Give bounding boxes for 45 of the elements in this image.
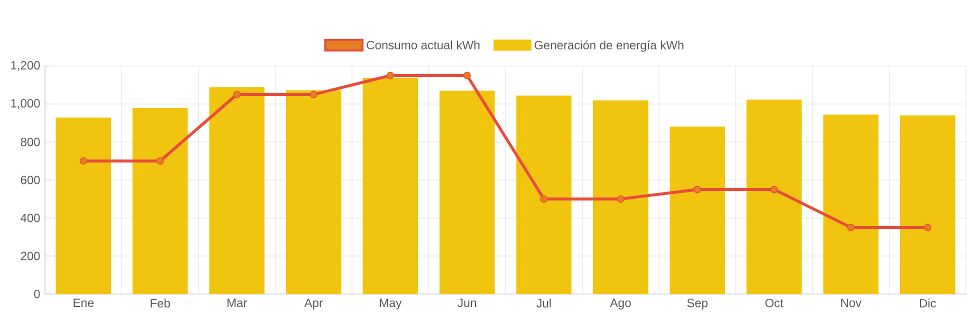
legend-label: Generación de energía kWh bbox=[534, 40, 684, 52]
y-tick-label: 800 bbox=[20, 138, 40, 146]
x-tick-label: Jun bbox=[458, 298, 476, 308]
x-tick-label: Feb bbox=[150, 298, 170, 308]
bar bbox=[670, 126, 726, 294]
bar bbox=[440, 90, 495, 294]
bar bbox=[593, 100, 648, 294]
bar bbox=[362, 78, 418, 294]
y-tick-label: 0 bbox=[34, 290, 40, 298]
x-tick-label: Ene bbox=[74, 298, 94, 308]
point bbox=[924, 224, 932, 232]
x-tick-label: May bbox=[380, 298, 402, 310]
x-tick-label: Apr bbox=[304, 298, 323, 310]
y-tick-label: 1,000 bbox=[11, 99, 40, 109]
x-tick-label: Mar bbox=[228, 298, 248, 308]
point bbox=[310, 90, 318, 98]
legend-label: Consumo actual kWh bbox=[366, 40, 480, 50]
point bbox=[386, 72, 394, 80]
point bbox=[233, 90, 241, 98]
bar bbox=[209, 87, 265, 294]
x-tick-label: Dic bbox=[920, 298, 936, 308]
bar bbox=[132, 108, 188, 294]
x-tick-label: Oct bbox=[765, 298, 784, 308]
x-tick-label: Jul bbox=[536, 298, 551, 308]
point bbox=[616, 195, 624, 203]
bar bbox=[56, 118, 112, 294]
bar bbox=[823, 114, 879, 294]
point bbox=[540, 195, 548, 203]
bar bbox=[286, 90, 342, 294]
point bbox=[847, 224, 855, 232]
bar bbox=[516, 96, 572, 294]
bar bbox=[746, 100, 802, 294]
y-tick-label: 200 bbox=[20, 252, 40, 260]
y-tick-label: 600 bbox=[20, 176, 40, 184]
point bbox=[694, 186, 702, 194]
x-tick-label: Ago bbox=[610, 298, 631, 310]
point bbox=[156, 157, 164, 165]
bar bbox=[900, 115, 956, 294]
x-tick-label: Sep bbox=[687, 298, 708, 310]
x-tick-label: Nov bbox=[841, 298, 862, 308]
point bbox=[80, 157, 88, 165]
y-tick-label: 400 bbox=[20, 214, 40, 222]
y-tick-label: 1,200 bbox=[11, 61, 40, 71]
point bbox=[770, 186, 778, 194]
point bbox=[463, 72, 471, 80]
